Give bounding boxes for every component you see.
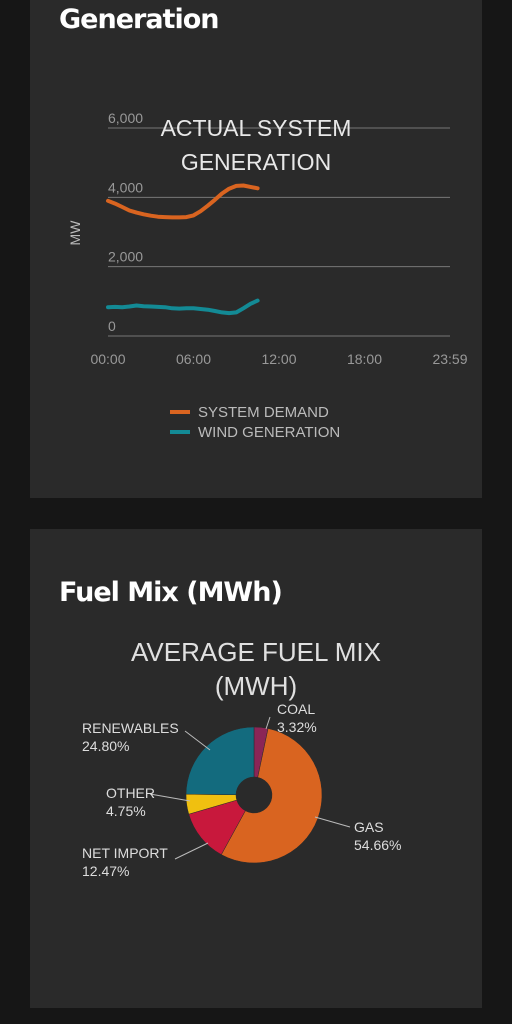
- series-line-0: [106, 183, 260, 220]
- slice-label: GAS: [354, 819, 384, 835]
- slice-percent: 4.75%: [106, 803, 146, 819]
- x-tick-label: 12:00: [261, 351, 296, 367]
- actual-system-generation-chart: 0 2,000 4,000 6,000 ACTUAL SYSTEM GENERATIO…: [67, 110, 468, 441]
- slice-label: RENEWABLES: [82, 720, 179, 736]
- y-axis-label: MW: [67, 220, 83, 246]
- slice-renewables: [185, 726, 255, 796]
- y-tick-label: 0: [108, 318, 116, 334]
- pie-title-line-1: AVERAGE FUEL MIX: [131, 637, 381, 667]
- slice-percent: 24.80%: [82, 738, 129, 754]
- x-tick-label: 18:00: [347, 351, 382, 367]
- y-tick-label: 2,000: [108, 249, 143, 265]
- slice-label: OTHER: [106, 785, 155, 801]
- generation-heading: Generation: [59, 4, 219, 35]
- slice-label: COAL: [277, 701, 315, 717]
- y-tick-label: 6,000: [108, 110, 143, 126]
- x-tick-label: 23:59: [432, 351, 467, 367]
- chart-title-line-1: ACTUAL SYSTEM: [161, 115, 352, 141]
- pie-title-line-2: (MWH): [215, 671, 297, 701]
- slice-leader-line: [184, 730, 211, 751]
- slice-leader-line: [314, 816, 351, 828]
- generation-card: Generation 0 2,000 4,000 6,000 ACTUAL SYSTE…: [30, 0, 482, 498]
- fuel-mix-heading: Fuel Mix (MWh): [59, 577, 283, 608]
- slice-percent: 54.66%: [354, 837, 401, 853]
- slice-percent: 12.47%: [82, 863, 129, 879]
- slice-label: NET IMPORT: [82, 845, 168, 861]
- average-fuel-mix-chart: AVERAGE FUEL MIX (MWH) COAL 3.32% GAS 54.66…: [82, 637, 401, 879]
- slice-gas: [220, 728, 323, 864]
- slice-percent: 3.32%: [277, 719, 317, 735]
- legend-label: SYSTEM DEMAND: [198, 404, 329, 421]
- fuel-mix-card: Fuel Mix (MWh) AVERAGE FUEL MIX (MWH) CO…: [30, 529, 482, 1008]
- x-tick-label: 00:00: [90, 351, 125, 367]
- slice-leader-line: [265, 716, 271, 730]
- x-tick-label: 06:00: [176, 351, 211, 367]
- slice-leader-line: [174, 842, 209, 860]
- slice-leader-line: [149, 793, 191, 802]
- chart-title-line-2: GENERATION: [181, 149, 331, 175]
- legend-label: WIND GENERATION: [198, 424, 340, 441]
- y-tick-label: 4,000: [108, 179, 143, 195]
- series-line-1: [106, 298, 260, 316]
